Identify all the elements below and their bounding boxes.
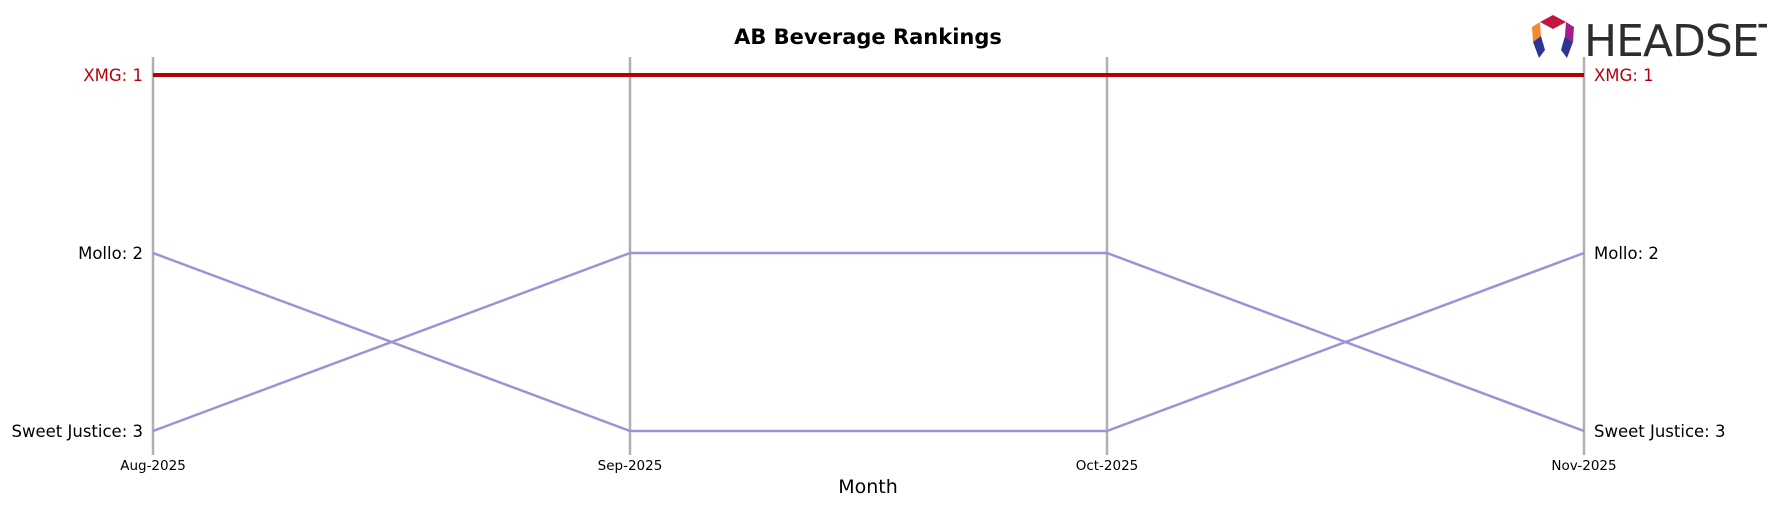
headset-logo-icon	[1532, 15, 1574, 58]
x-tick-label: Oct-2025	[1076, 458, 1139, 474]
x-tick-label: Aug-2025	[120, 458, 186, 474]
rank-labels: XMG: 1 Mollo: 2 Sweet Justice: 3 XMG: 1 Moll…	[12, 66, 1726, 441]
series-line-mollo	[152, 251, 1585, 433]
x-tick-label: Nov-2025	[1551, 458, 1616, 474]
series-line-sweet-justice	[152, 251, 1585, 433]
chart-title: AB Beverage Rankings	[734, 25, 1002, 49]
right-rank-label: Sweet Justice: 3	[1594, 422, 1725, 441]
series-lines	[152, 73, 1585, 433]
left-rank-label: XMG: 1	[83, 66, 143, 85]
right-rank-label: XMG: 1	[1594, 66, 1654, 85]
x-axis-ticks: Aug-2025 Sep-2025 Oct-2025 Nov-2025	[120, 458, 1616, 474]
left-rank-label: Sweet Justice: 3	[12, 422, 143, 441]
logo-wordmark: HEADSET	[1584, 16, 1767, 67]
right-rank-label: Mollo: 2	[1594, 244, 1659, 263]
x-axis-title: Month	[838, 476, 898, 498]
headset-logo: HEADSET	[1532, 15, 1767, 67]
month-gridlines	[151, 57, 1586, 455]
left-rank-label: Mollo: 2	[78, 244, 143, 263]
x-tick-label: Sep-2025	[598, 458, 663, 474]
